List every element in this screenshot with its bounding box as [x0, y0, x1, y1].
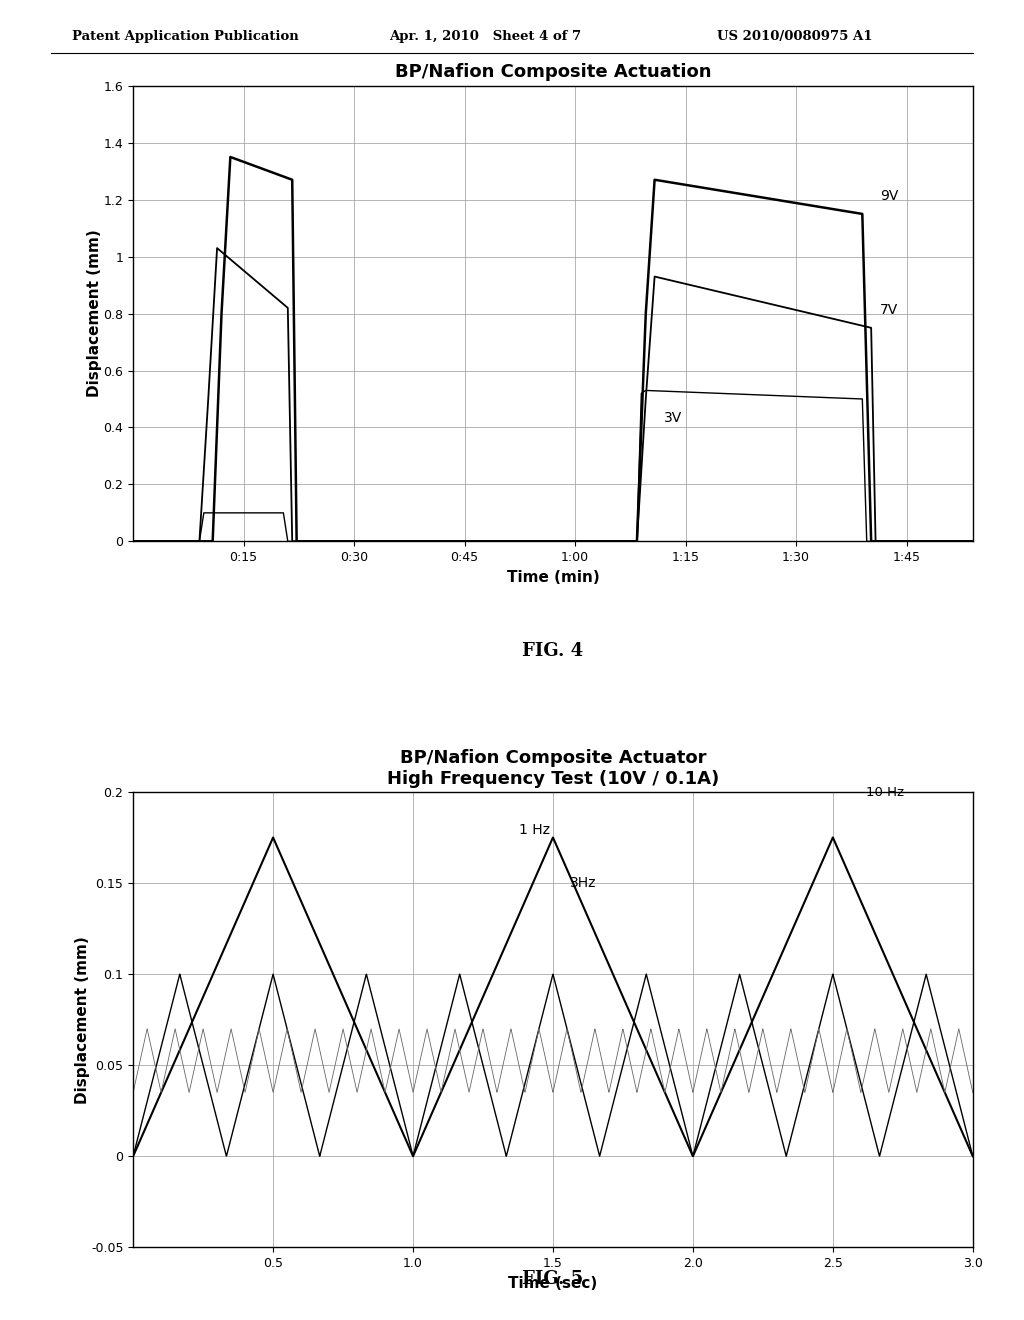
- Text: FIG. 4: FIG. 4: [522, 642, 584, 660]
- Text: 1 Hz: 1 Hz: [519, 822, 550, 837]
- Title: BP/Nafion Composite Actuation: BP/Nafion Composite Actuation: [394, 63, 712, 82]
- Text: US 2010/0080975 A1: US 2010/0080975 A1: [717, 30, 872, 44]
- Text: Patent Application Publication: Patent Application Publication: [72, 30, 298, 44]
- Title: BP/Nafion Composite Actuator
High Frequency Test (10V / 0.1A): BP/Nafion Composite Actuator High Freque…: [387, 748, 719, 788]
- Y-axis label: Displacement (mm): Displacement (mm): [75, 936, 89, 1104]
- Y-axis label: Displacement (mm): Displacement (mm): [87, 230, 102, 397]
- Text: FIG. 5: FIG. 5: [522, 1270, 584, 1288]
- Text: 3Hz: 3Hz: [569, 875, 596, 890]
- Text: 3V: 3V: [664, 411, 682, 425]
- X-axis label: Time (min): Time (min): [507, 570, 599, 585]
- X-axis label: Time (sec): Time (sec): [508, 1275, 598, 1291]
- Text: 10 Hz: 10 Hz: [866, 785, 904, 799]
- Text: 9V: 9V: [880, 189, 898, 203]
- Text: Apr. 1, 2010   Sheet 4 of 7: Apr. 1, 2010 Sheet 4 of 7: [389, 30, 582, 44]
- Text: 7V: 7V: [880, 302, 898, 317]
